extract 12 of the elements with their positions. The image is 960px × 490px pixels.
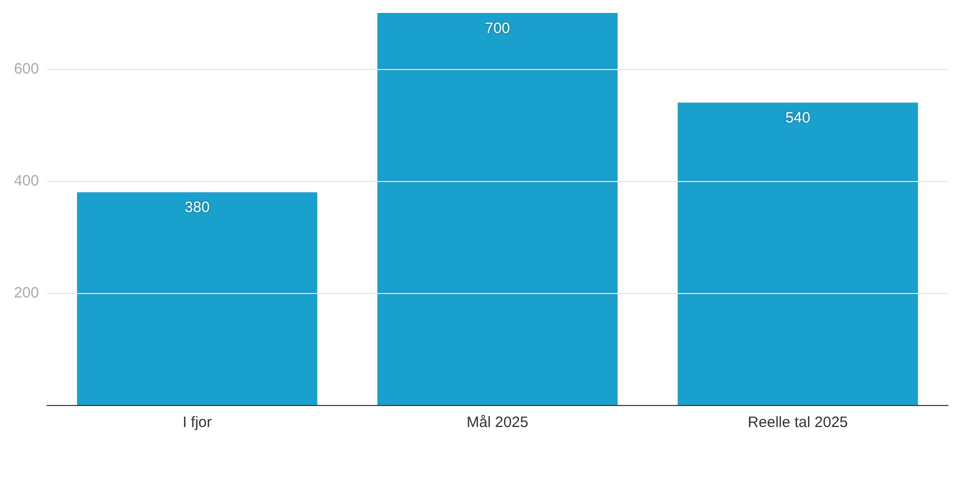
bar — [678, 102, 918, 405]
y-tick-label: 600 — [14, 60, 39, 78]
x-tick-label: Reelle tal 2025 — [748, 414, 848, 431]
bar — [77, 192, 318, 405]
data-label: 700 — [484, 20, 510, 37]
data-label: 380 — [184, 199, 210, 216]
x-tick-label: I fjor — [182, 414, 212, 431]
data-label: 540 — [785, 110, 810, 127]
y-tick-label: 400 — [14, 172, 39, 190]
y-tick-label: 200 — [14, 284, 39, 302]
bar — [377, 13, 618, 405]
x-tick-label: Mål 2025 — [466, 414, 528, 431]
